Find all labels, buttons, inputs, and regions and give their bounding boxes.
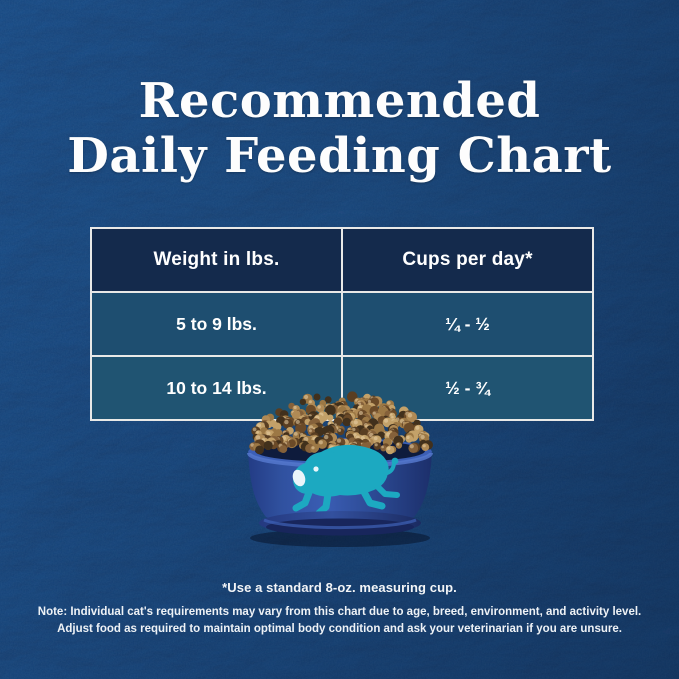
page-title: Recommended Daily Feeding Chart xyxy=(0,74,679,184)
title-line-2: Daily Feeding Chart xyxy=(67,128,612,184)
table-header-weight: Weight in lbs. xyxy=(92,229,341,291)
bowl-foot-highlight xyxy=(263,518,417,530)
feeding-table: Weight in lbs. Cups per day* 5 to 9 lbs.… xyxy=(90,227,594,421)
food-bowl xyxy=(247,391,433,547)
table-header-cups: Cups per day* xyxy=(343,229,592,291)
note-text: Note: Individual cat's requirements may … xyxy=(0,604,679,637)
note-line-1: Note: Individual cat's requirements may … xyxy=(37,606,642,618)
kibble-pile xyxy=(249,391,433,455)
table-cell-cups-row1: ¼ - ½ xyxy=(343,293,592,355)
buffalo-icon xyxy=(292,444,400,517)
footnote: *Use a standard 8-oz. measuring cup. xyxy=(222,580,457,595)
title-line-1: Recommended xyxy=(138,73,541,129)
note-line-2: Adjust food as required to maintain opti… xyxy=(57,622,622,635)
table-cell-weight-row1: 5 to 9 lbs. xyxy=(92,293,341,355)
